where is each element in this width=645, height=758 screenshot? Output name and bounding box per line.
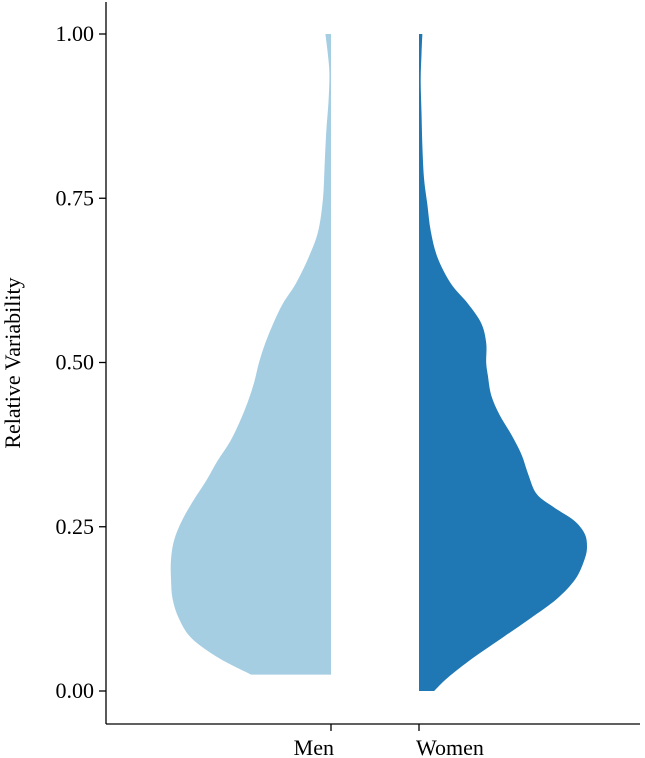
violin-women <box>419 34 587 691</box>
y-tick-label: 0.25 <box>56 514 95 539</box>
y-axis-title: Relative Variability <box>0 277 25 448</box>
violin-men <box>170 34 331 675</box>
x-tick-label-women: Women <box>416 735 484 758</box>
y-tick-label: 0.75 <box>56 185 95 210</box>
y-tick-label: 0.00 <box>56 678 95 703</box>
x-tick-label-men: Men <box>294 735 334 758</box>
y-tick-label: 1.00 <box>56 21 95 46</box>
y-tick-label: 0.50 <box>56 350 95 375</box>
